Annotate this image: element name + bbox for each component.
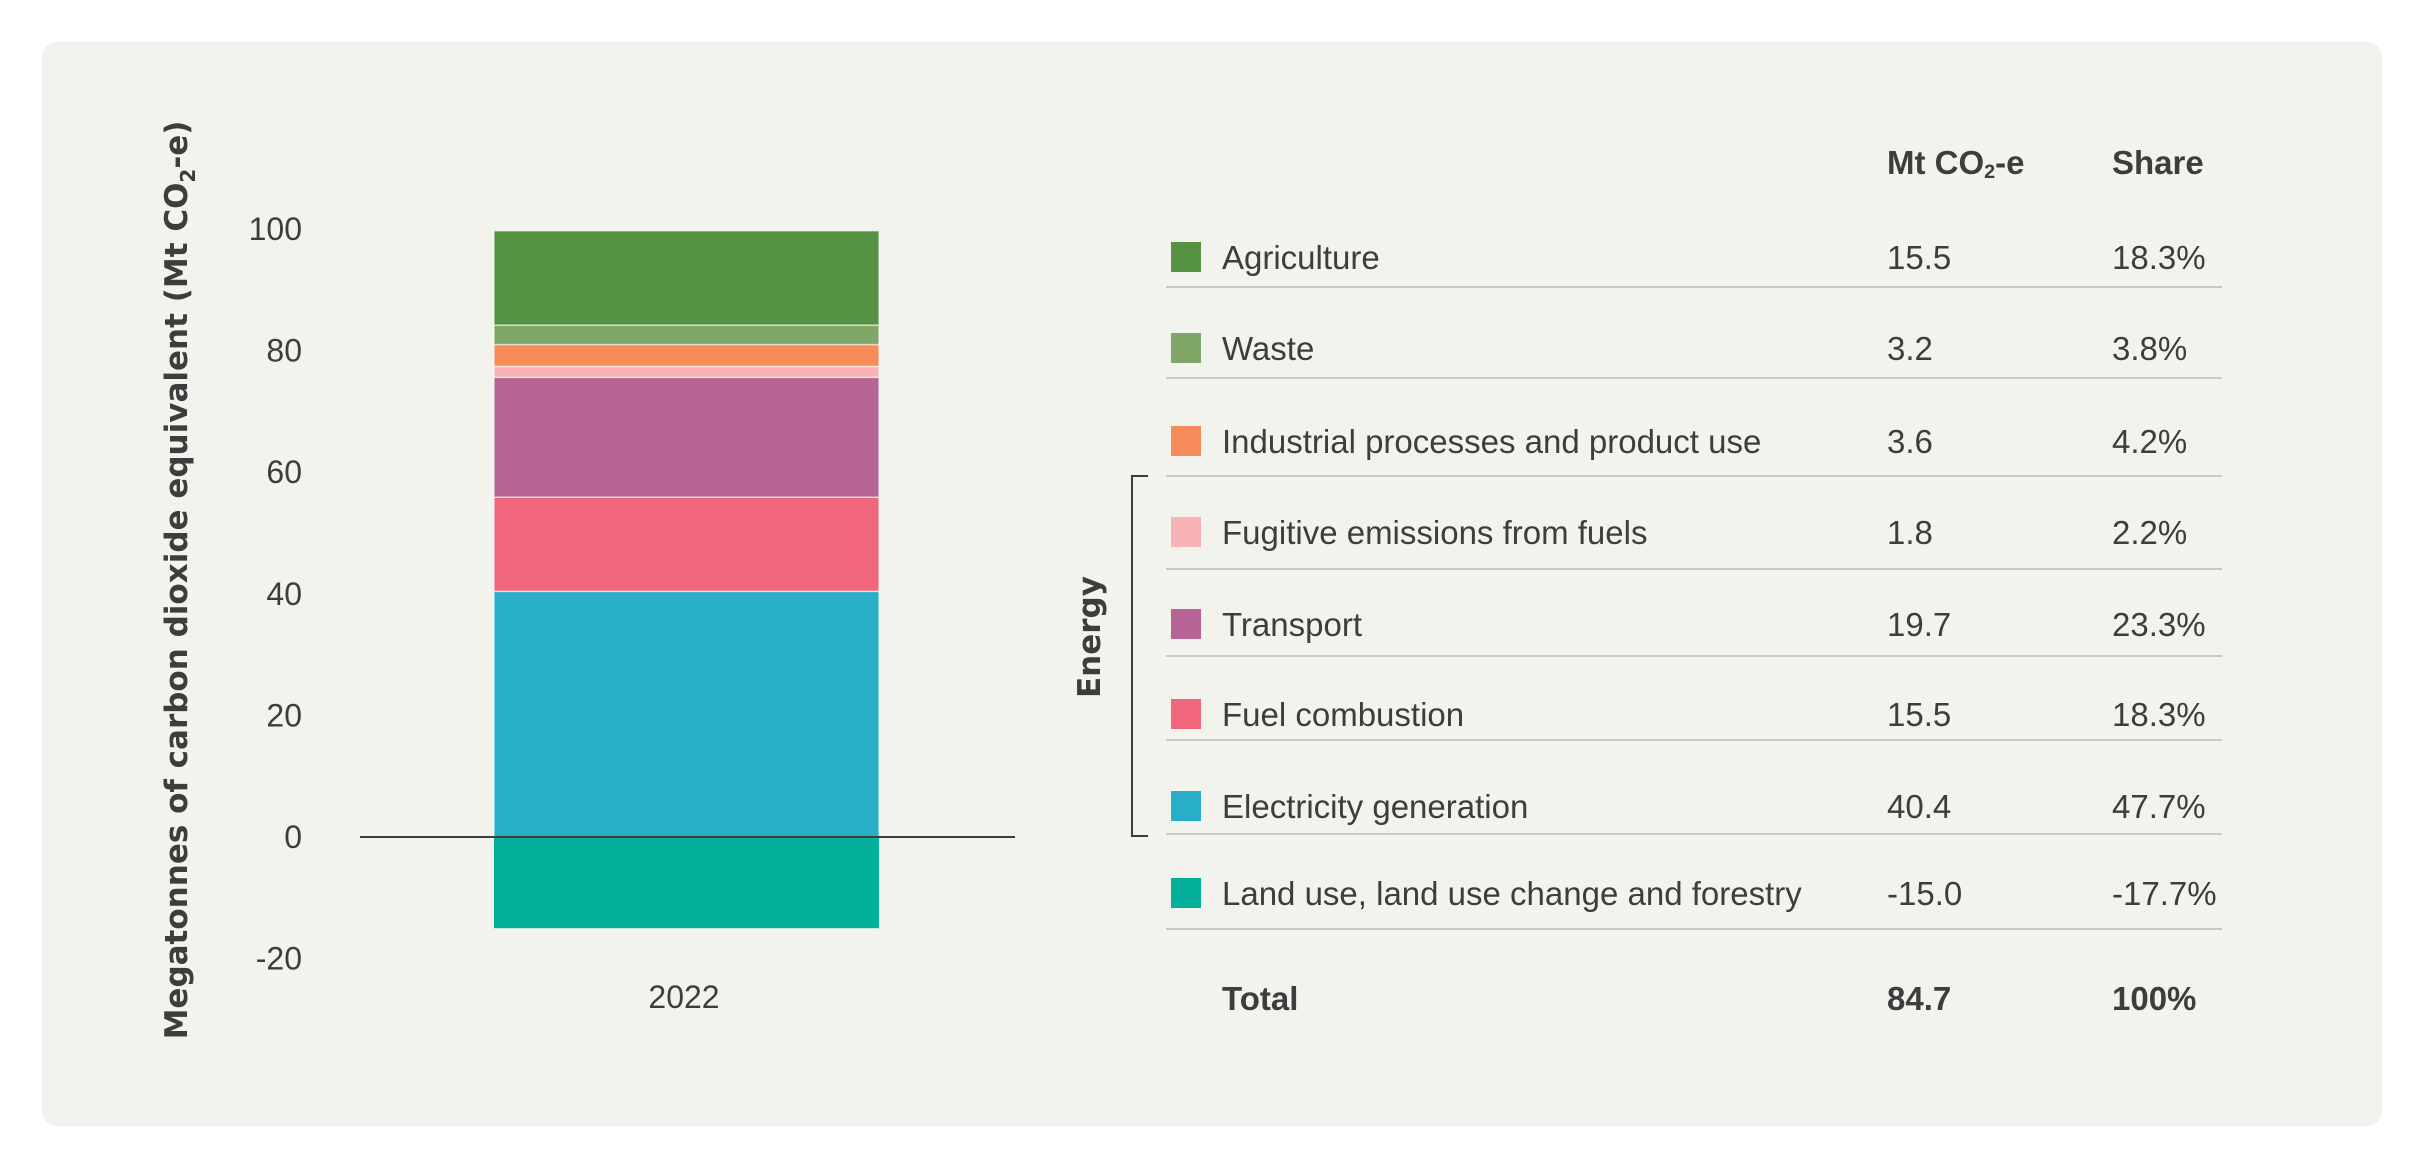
row-value: 15.5 <box>1887 696 1952 733</box>
row-value: 3.2 <box>1887 330 1933 367</box>
header-value-prefix: Mt CO <box>1887 144 1985 181</box>
total-value: 84.7 <box>1887 980 1952 1017</box>
legend-swatch <box>1171 609 1201 639</box>
y-axis-label-prefix: Megatonnes of carbon dioxide equivalent … <box>159 183 195 1040</box>
row-divider <box>1166 475 2222 477</box>
y-axis-ticks: 100 80 60 40 20 0 -20 <box>249 211 302 977</box>
header-value-sub: 2 <box>1984 160 1996 183</box>
legend-swatch <box>1171 333 1201 363</box>
energy-group-label: Energy <box>1072 576 1108 698</box>
bar-segment-land-use-land-use-change-and-forestry <box>494 837 879 929</box>
row-value: -15.0 <box>1887 875 1963 912</box>
legend-swatch <box>1171 699 1201 729</box>
y-axis-label: Megatonnes of carbon dioxide equivalent … <box>159 121 200 1040</box>
row-label: Fuel combustion <box>1222 696 1465 733</box>
bar-segment-industrial-processes-and-product-use <box>493 343 880 368</box>
row-divider <box>1166 568 2222 570</box>
x-tick-label: 2022 <box>648 979 719 1015</box>
row-share: 47.7% <box>2112 788 2206 825</box>
row-divider <box>1166 286 2222 288</box>
row-value: 1.8 <box>1887 514 1933 551</box>
row-share: -17.7% <box>2112 875 2217 912</box>
row-label: Transport <box>1222 606 1362 643</box>
row-divider <box>1166 833 2222 835</box>
row-value: 40.4 <box>1887 788 1952 825</box>
bar-segment-transport <box>493 376 880 498</box>
row-label: Electricity generation <box>1222 788 1529 825</box>
total-share: 100% <box>2112 980 2197 1017</box>
row-share: 18.3% <box>2112 239 2206 276</box>
row-share: 2.2% <box>2112 514 2188 551</box>
row-divider <box>1166 655 2222 657</box>
stacked-bar-chart: 100 80 60 40 20 0 -20 2022 Megatonnes of carbo… <box>159 121 1015 1040</box>
legend-swatch <box>1171 426 1201 456</box>
y-tick-label: 80 <box>266 333 302 369</box>
bar-segment-waste <box>493 324 880 346</box>
row-label: Agriculture <box>1222 239 1380 276</box>
row-share: 18.3% <box>2112 696 2206 733</box>
row-divider <box>1166 739 2222 741</box>
bar-segments <box>493 230 880 929</box>
chart-card <box>42 42 2382 1126</box>
header-share: Share <box>2112 144 2204 181</box>
row-label: Waste <box>1222 330 1315 367</box>
row-label: Fugitive emissions from fuels <box>1222 514 1648 551</box>
bar-segment-agriculture <box>493 230 880 326</box>
row-value: 15.5 <box>1887 239 1952 276</box>
row-label: Industrial processes and product use <box>1222 423 1762 460</box>
total-label: Total <box>1222 980 1299 1017</box>
y-tick-label: 100 <box>249 211 302 247</box>
y-axis-label-suffix: -e) <box>159 121 195 169</box>
legend-swatch <box>1171 242 1201 272</box>
row-share: 23.3% <box>2112 606 2206 643</box>
bar-segment-fugitive-emissions-from-fuels <box>493 365 880 379</box>
bar-segment-electricity-generation <box>493 590 880 838</box>
y-tick-label: 0 <box>284 819 302 855</box>
row-value: 19.7 <box>1887 606 1952 643</box>
y-tick-label: -20 <box>256 941 302 977</box>
legend-swatch <box>1171 791 1201 821</box>
y-tick-label: 60 <box>266 454 302 490</box>
header-value-suffix: -e <box>1995 144 2025 181</box>
row-share: 3.8% <box>2112 330 2188 367</box>
energy-group-bracket <box>1131 475 1148 837</box>
legend-swatch <box>1171 878 1201 908</box>
row-share: 4.2% <box>2112 423 2188 460</box>
row-divider <box>1166 928 2222 930</box>
bar-segment-fuel-combustion <box>493 496 880 593</box>
header-value: Mt CO2-e <box>1887 146 2025 183</box>
row-label: Land use, land use change and forestry <box>1222 875 1802 912</box>
y-axis-label-sub: 2 <box>176 169 200 183</box>
legend-swatch <box>1171 517 1201 547</box>
row-value: 3.6 <box>1887 423 1933 460</box>
y-tick-label: 40 <box>266 576 302 612</box>
y-tick-label: 20 <box>266 697 302 733</box>
row-divider <box>1166 377 2222 379</box>
